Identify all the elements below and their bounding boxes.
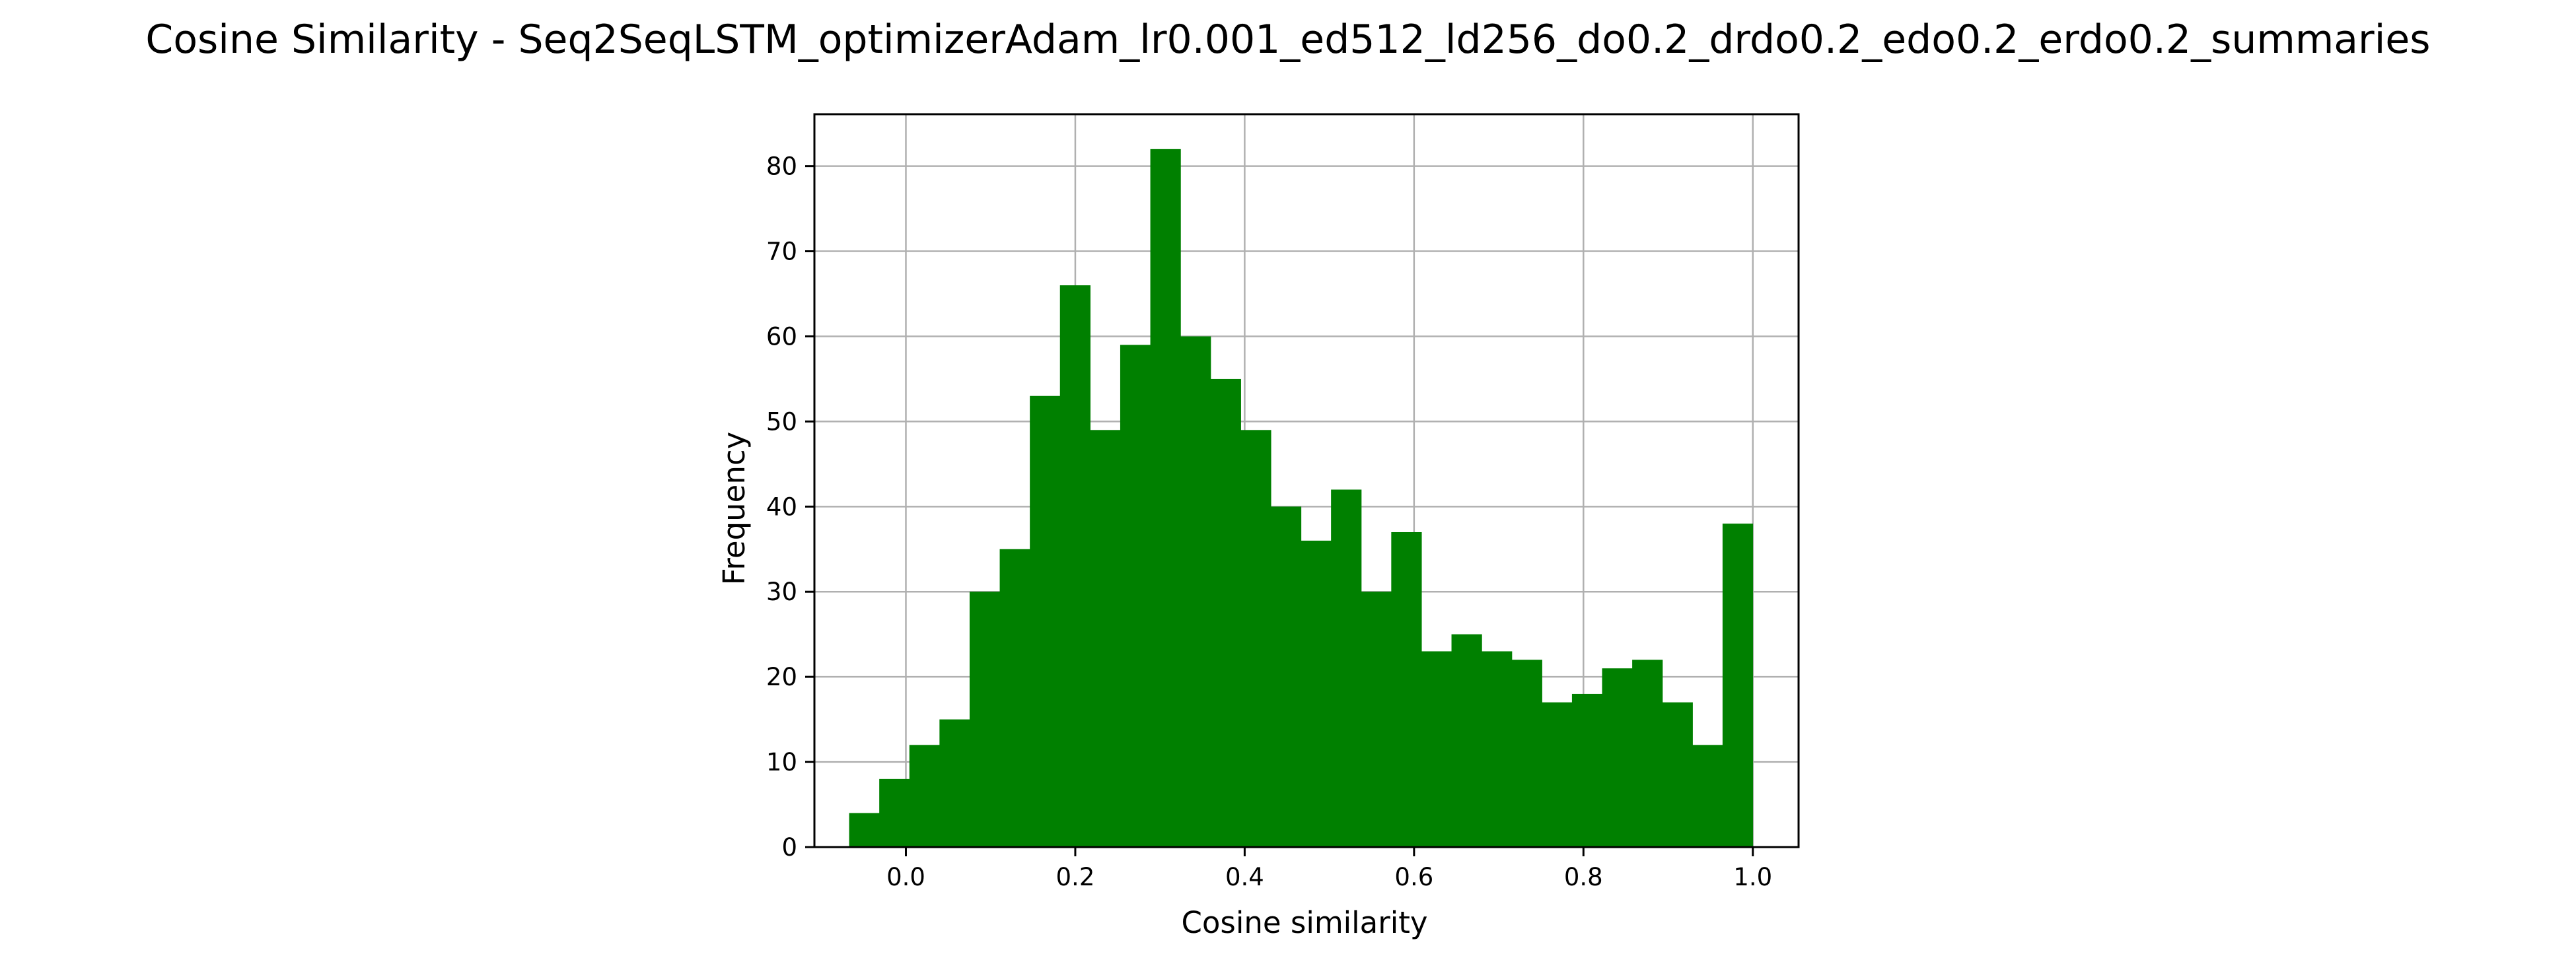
x-tick-label: 0.2	[1056, 863, 1095, 891]
histogram-bar	[1301, 540, 1332, 847]
histogram-bar	[1331, 489, 1362, 847]
x-tick-label: 0.4	[1225, 863, 1264, 891]
histogram-bar	[1511, 660, 1542, 847]
y-tick-label: 60	[766, 322, 797, 351]
chart-title: Cosine Similarity - Seq2SeqLSTM_optimize…	[145, 17, 2430, 63]
y-tick-label: 0	[781, 833, 797, 862]
histogram-bar	[1722, 524, 1754, 847]
histogram-bar	[1451, 634, 1482, 847]
y-tick-label: 20	[766, 663, 797, 691]
histogram-bar	[1059, 285, 1091, 847]
y-tick-label: 80	[766, 153, 797, 181]
histogram-bar	[969, 592, 1001, 847]
y-tick-label: 30	[766, 578, 797, 606]
histogram-bar	[939, 719, 970, 847]
histogram-bar	[1542, 702, 1573, 847]
plot-frame	[813, 113, 1800, 848]
grid-lines	[814, 114, 1799, 848]
histogram-bar	[849, 813, 880, 847]
x-axis-label: Cosine similarity	[1181, 905, 1427, 940]
histogram-bar	[1150, 149, 1181, 847]
histogram-bar	[1482, 651, 1513, 847]
histogram-bar	[1270, 506, 1302, 847]
y-tick-label: 40	[766, 493, 797, 521]
histogram-bar	[1571, 693, 1603, 847]
x-tick-label: 0.0	[886, 863, 925, 891]
histogram-bar	[1421, 651, 1452, 847]
histogram-bar	[1120, 345, 1151, 847]
histogram-bar	[1090, 430, 1121, 847]
histogram-bar	[1210, 378, 1241, 847]
histogram-bar	[909, 745, 940, 847]
y-tick-label: 70	[766, 238, 797, 266]
histogram-bars	[849, 149, 1754, 847]
histogram-bar	[1692, 745, 1723, 847]
histogram-bar	[1662, 702, 1693, 847]
y-tick-label: 10	[766, 748, 797, 776]
y-tick-label: 50	[766, 407, 797, 436]
histogram-bar	[1180, 336, 1211, 847]
axis-ticks: 0.0 0.2 0.4 0.6 0.8 1.0 0 10 20 30 40 50 60 70 80	[766, 153, 1772, 891]
histogram-bar	[1391, 531, 1422, 847]
histogram-bar	[1602, 668, 1633, 847]
histogram-bar	[999, 549, 1030, 847]
x-tick-label: 1.0	[1733, 863, 1772, 891]
histogram-bar	[1632, 660, 1663, 847]
histogram-bar	[1361, 592, 1392, 847]
histogram-bar	[1030, 395, 1061, 847]
histogram-bar	[879, 778, 910, 847]
x-tick-label: 0.6	[1394, 863, 1433, 891]
histogram-bar	[1240, 430, 1271, 847]
x-tick-label: 0.8	[1564, 863, 1603, 891]
y-axis-label: Frequency	[717, 432, 752, 585]
